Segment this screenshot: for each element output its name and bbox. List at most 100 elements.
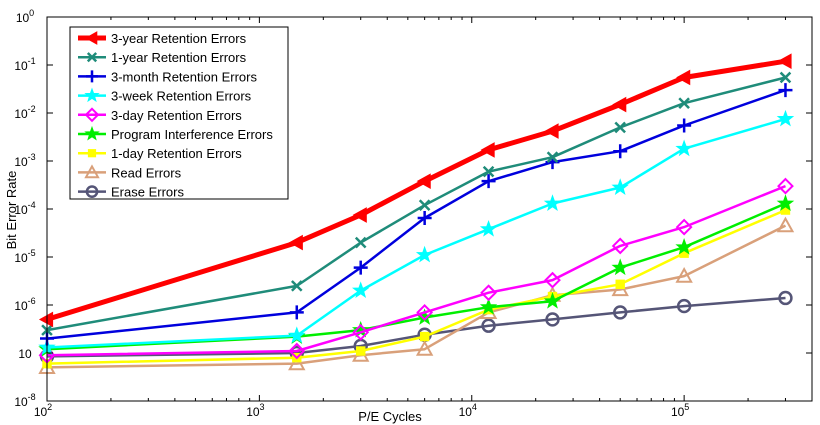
data-point-marker — [417, 210, 432, 225]
data-point-marker — [87, 149, 97, 158]
data-point-marker — [612, 96, 627, 113]
data-point-marker — [776, 194, 795, 211]
data-point-marker — [38, 311, 54, 328]
data-point-marker — [288, 342, 306, 360]
data-point-marker — [545, 312, 560, 327]
data-point-marker — [776, 109, 795, 127]
series-2 — [41, 71, 792, 336]
data-point-marker — [544, 123, 559, 139]
y-tick-label: 10-2 — [14, 104, 35, 121]
data-point-marker — [543, 194, 562, 211]
series-1 — [38, 53, 792, 328]
data-point-marker — [543, 292, 562, 309]
data-point-marker — [288, 234, 303, 251]
data-point-marker — [546, 151, 559, 163]
data-point-marker — [776, 216, 795, 233]
data-point-marker — [611, 237, 629, 255]
data-point-marker — [481, 174, 496, 189]
data-point-marker — [678, 97, 690, 109]
data-point-marker — [84, 164, 100, 179]
data-point-marker — [480, 284, 497, 302]
legend-label: 3-week Retention Errors — [111, 89, 252, 104]
data-point-marker — [288, 326, 306, 344]
series-layer — [38, 53, 795, 375]
data-point-marker — [352, 323, 370, 341]
y-tick-label: 100 — [16, 8, 34, 25]
data-point-marker — [288, 354, 306, 371]
data-point-marker — [416, 304, 434, 321]
data-point-marker — [779, 71, 792, 84]
x-tick-label: 105 — [671, 402, 689, 419]
data-point-marker — [675, 218, 693, 236]
data-point-marker — [85, 185, 99, 198]
data-point-marker — [86, 52, 98, 63]
legend-entry: 1-day Retention Errors — [78, 146, 242, 161]
y-tick-label: 10 — [18, 347, 32, 361]
data-point-marker — [675, 238, 693, 255]
data-point-marker — [290, 280, 303, 292]
series-4 — [38, 109, 795, 355]
data-point-marker — [613, 144, 628, 159]
data-point-marker — [289, 305, 304, 320]
legend-label: 1-year Retention Errors — [111, 50, 247, 65]
axis-ticks: 102 103 104 105 100 10-1 10-2 10-3 10-4 10-5 10-6 1… — [14, 8, 813, 419]
data-point-marker — [613, 305, 628, 320]
legend-entry: 3-week Retention Errors — [78, 87, 252, 104]
x-axis-label: P/E Cycles — [358, 409, 422, 424]
x-tick-label: 104 — [459, 402, 477, 419]
y-tick-label: 10-6 — [14, 296, 35, 313]
series-line — [46, 184, 786, 357]
series-3 — [40, 83, 793, 346]
data-point-marker — [777, 53, 792, 70]
data-point-marker — [615, 279, 625, 289]
data-point-marker — [544, 271, 561, 289]
data-point-marker — [675, 139, 693, 157]
legend-box — [69, 26, 289, 200]
data-point-marker — [356, 346, 366, 356]
data-point-marker — [352, 207, 367, 223]
data-point-marker — [84, 125, 100, 141]
legend-entry: Read Errors — [78, 164, 182, 180]
data-point-marker — [86, 70, 98, 83]
y-tick-label: 10-3 — [14, 152, 35, 169]
data-point-marker — [778, 83, 793, 98]
legend-entry: 3-month Retention Errors — [78, 69, 257, 84]
data-point-marker — [415, 340, 434, 356]
legend-entry: 1-year Retention Errors — [78, 50, 247, 65]
legend-entry: 3-year Retention Errors — [78, 31, 247, 46]
legend-label: 3-month Retention Errors — [111, 69, 257, 84]
data-point-marker — [676, 298, 692, 314]
data-point-marker — [611, 258, 629, 276]
data-point-marker — [351, 281, 370, 298]
data-point-marker — [479, 298, 498, 315]
data-point-marker — [84, 31, 98, 45]
data-point-marker — [614, 121, 626, 134]
data-point-marker — [778, 290, 793, 306]
data-point-marker — [84, 87, 100, 103]
data-point-marker — [481, 318, 496, 333]
legend-label: 3-day Retention Errors — [111, 108, 242, 123]
legend-label: Read Errors — [111, 165, 182, 180]
data-point-marker — [415, 245, 434, 263]
x-tick-label: 102 — [34, 402, 52, 419]
legend-label: 1-day Retention Errors — [111, 146, 242, 161]
legend-entry: Program Interference Errors — [78, 125, 273, 142]
series-line — [46, 296, 786, 358]
data-point-marker — [677, 118, 692, 133]
legend-label: 3-year Retention Errors — [111, 31, 247, 46]
data-point-marker — [419, 331, 430, 342]
data-point-marker — [84, 107, 100, 123]
data-point-marker — [418, 199, 431, 211]
y-tick-label: 10-4 — [14, 200, 35, 217]
data-point-marker — [675, 267, 693, 283]
legend-entry: 3-day Retention Errors — [78, 107, 242, 123]
data-point-marker — [611, 178, 629, 195]
data-point-marker — [354, 236, 367, 249]
data-point-marker — [353, 260, 368, 275]
y-axis-label: Bit Error Rate — [4, 171, 19, 250]
legend-entry: Erase Errors — [78, 185, 184, 200]
legend-label: Program Interference Errors — [111, 127, 273, 142]
data-point-marker — [676, 69, 691, 86]
y-tick-label: 10-1 — [14, 56, 35, 73]
